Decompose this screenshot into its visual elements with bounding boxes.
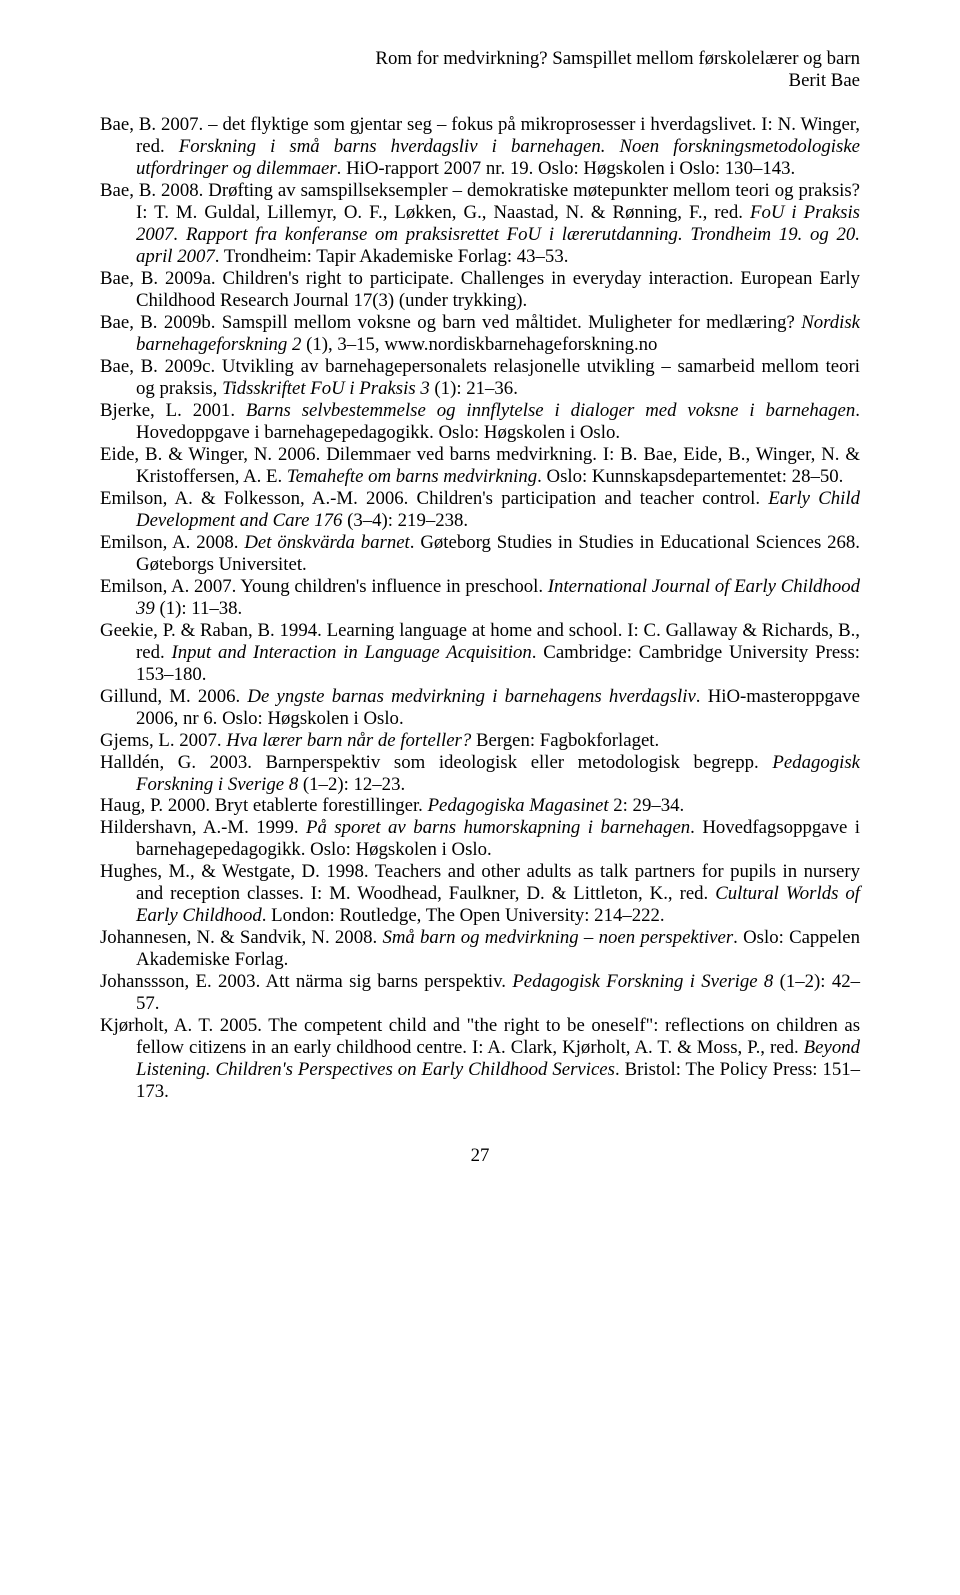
page-number: 27 [100, 1145, 860, 1167]
reference-entry: Bae, B. 2007. – det flyktige som gjentar… [100, 114, 860, 180]
reference-entry: Kjørholt, A. T. 2005. The competent chil… [100, 1015, 860, 1103]
reference-entry: Johannesen, N. & Sandvik, N. 2008. Små b… [100, 927, 860, 971]
reference-entry: Gillund, M. 2006. De yngste barnas medvi… [100, 686, 860, 730]
reference-entry: Emilson, A. 2007. Young children's influ… [100, 576, 860, 620]
references-list: Bae, B. 2007. – det flyktige som gjentar… [100, 114, 860, 1103]
reference-entry: Emilson, A. & Folkesson, A.-M. 2006. Chi… [100, 488, 860, 532]
reference-entry: Hughes, M., & Westgate, D. 1998. Teacher… [100, 861, 860, 927]
running-header: Rom for medvirkning? Samspillet mellom f… [100, 48, 860, 92]
reference-entry: Johanssson, E. 2003. Att närma sig barns… [100, 971, 860, 1015]
header-title: Rom for medvirkning? Samspillet mellom f… [100, 48, 860, 70]
reference-entry: Bjerke, L. 2001. Barns selvbestemmelse o… [100, 400, 860, 444]
reference-entry: Haug, P. 2000. Bryt etablerte forestilli… [100, 795, 860, 817]
reference-entry: Bae, B. 2009c. Utvikling av barnehageper… [100, 356, 860, 400]
reference-entry: Bae, B. 2009b. Samspill mellom voksne og… [100, 312, 860, 356]
reference-entry: Geekie, P. & Raban, B. 1994. Learning la… [100, 620, 860, 686]
reference-entry: Gjems, L. 2007. Hva lærer barn når de fo… [100, 730, 860, 752]
reference-entry: Bae, B. 2009a. Children's right to parti… [100, 268, 860, 312]
reference-entry: Eide, B. & Winger, N. 2006. Dilemmaer ve… [100, 444, 860, 488]
reference-entry: Emilson, A. 2008. Det önskvärda barnet. … [100, 532, 860, 576]
header-author: Berit Bae [100, 70, 860, 92]
reference-entry: Hildershavn, A.-M. 1999. På sporet av ba… [100, 817, 860, 861]
reference-entry: Bae, B. 2008. Drøfting av samspillseksem… [100, 180, 860, 268]
reference-entry: Halldén, G. 2003. Barnperspektiv som ide… [100, 752, 860, 796]
